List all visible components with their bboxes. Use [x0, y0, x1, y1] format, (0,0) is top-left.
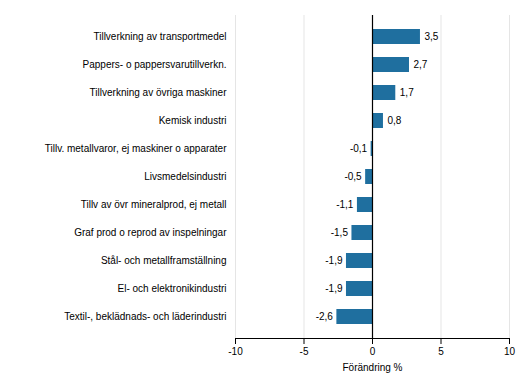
svg-text:Livsmedelsindustri: Livsmedelsindustri — [144, 171, 226, 182]
svg-text:-1,9: -1,9 — [325, 283, 343, 294]
svg-text:Tillverkning av övriga maskine: Tillverkning av övriga maskiner — [90, 87, 228, 98]
svg-text:0: 0 — [370, 346, 376, 357]
svg-text:1,7: 1,7 — [400, 87, 414, 98]
svg-text:-1,5: -1,5 — [331, 227, 349, 238]
svg-text:-5: -5 — [300, 346, 309, 357]
svg-text:-2,6: -2,6 — [316, 311, 334, 322]
svg-text:-0,1: -0,1 — [350, 143, 368, 154]
svg-text:3,5: 3,5 — [424, 31, 438, 42]
svg-text:0,8: 0,8 — [387, 115, 401, 126]
svg-text:5: 5 — [438, 346, 444, 357]
svg-text:Förändring %: Förändring % — [342, 362, 402, 373]
svg-text:Tillv av övr mineralprod, ej m: Tillv av övr mineralprod, ej metall — [81, 199, 227, 210]
svg-text:Tillv. metallvaror, ej maskine: Tillv. metallvaror, ej maskiner o appara… — [45, 143, 227, 154]
svg-text:Kemisk industri: Kemisk industri — [159, 115, 227, 126]
svg-text:10: 10 — [504, 346, 516, 357]
svg-text:Tillverkning av transportmedel: Tillverkning av transportmedel — [93, 31, 226, 42]
svg-text:Graf prod o reprod av inspelni: Graf prod o reprod av inspelningar — [74, 227, 227, 238]
svg-text:Pappers- o pappersvarutillverk: Pappers- o pappersvarutillverkn. — [83, 59, 227, 70]
svg-text:-10: -10 — [228, 346, 243, 357]
svg-text:Textil-, beklädnads- och läder: Textil-, beklädnads- och läderindustri — [64, 311, 226, 322]
svg-text:El- och elektronikindustri: El- och elektronikindustri — [118, 283, 227, 294]
svg-text:-0,5: -0,5 — [344, 171, 362, 182]
svg-text:-1,1: -1,1 — [336, 199, 354, 210]
svg-text:2,7: 2,7 — [413, 59, 427, 70]
svg-text:Stål- och metallframställning: Stål- och metallframställning — [101, 255, 227, 266]
svg-text:-1,9: -1,9 — [325, 255, 343, 266]
